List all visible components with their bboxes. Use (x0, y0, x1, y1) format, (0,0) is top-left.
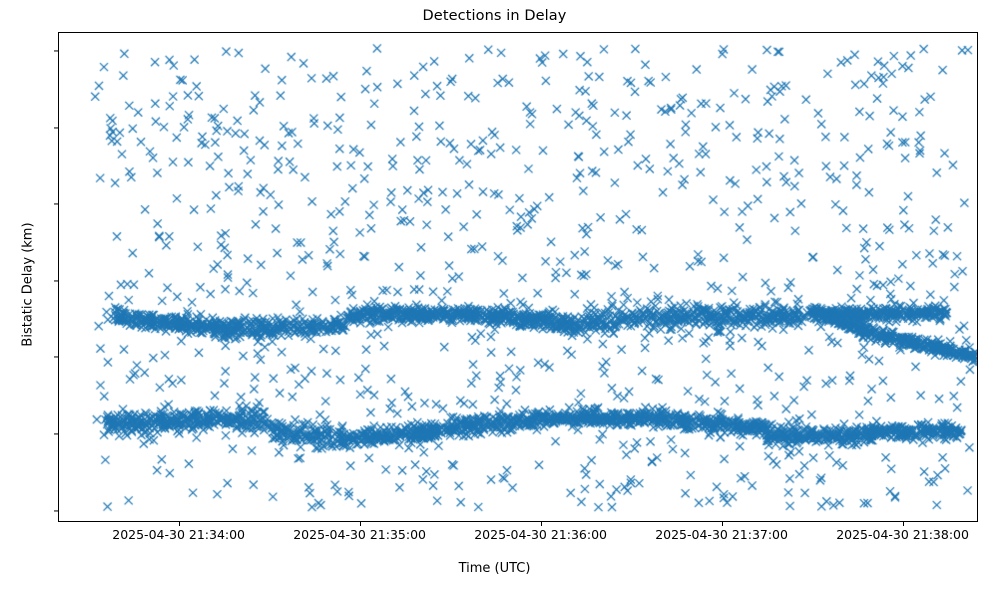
x-axis-label: Time (UTC) (458, 561, 531, 576)
x-tick-label: 2025-04-30 21:38:00 (836, 527, 969, 542)
x-tick-label: 2025-04-30 21:37:00 (655, 527, 788, 542)
x-tick-label: 2025-04-30 21:36:00 (474, 527, 607, 542)
scatter-plot-canvas (59, 33, 977, 521)
chart-title: Detections in Delay (422, 8, 567, 24)
x-tick-label: 2025-04-30 21:35:00 (293, 527, 426, 542)
y-axis-label: Bistatic Delay (km) (20, 222, 36, 347)
x-tick-mark (902, 522, 904, 526)
x-tick-mark (359, 522, 361, 526)
plot-area (58, 32, 978, 522)
x-tick-label: 2025-04-30 21:34:00 (112, 527, 246, 542)
x-tick-mark (178, 522, 180, 526)
x-tick-mark (721, 522, 723, 526)
x-tick-mark (540, 522, 542, 526)
